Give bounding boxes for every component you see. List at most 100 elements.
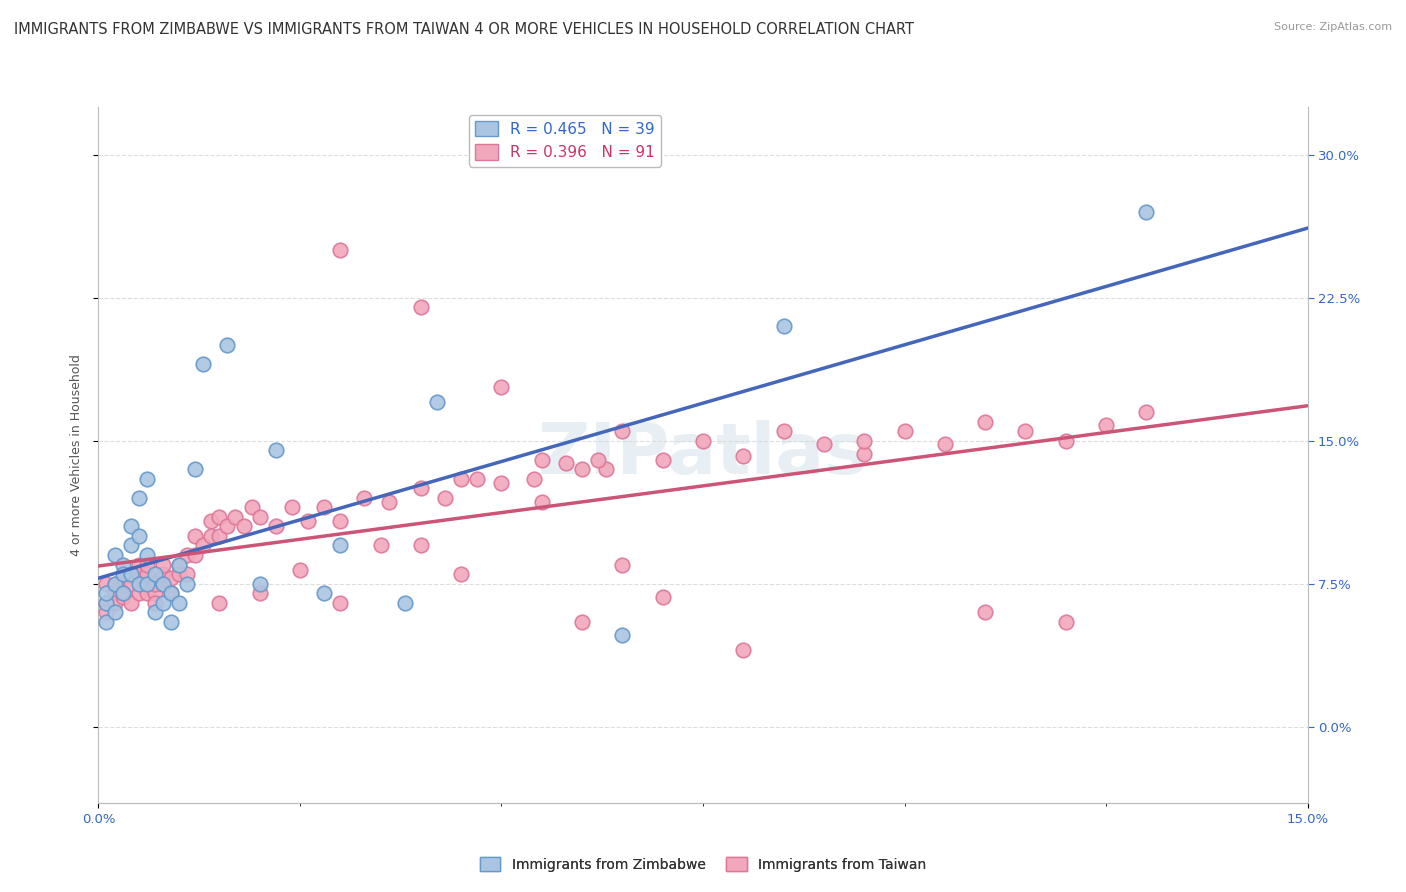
Point [143,605,166,619]
Point [612,628,634,642]
Point [176,576,198,591]
Text: Source: ZipAtlas.com: Source: ZipAtlas.com [1274,22,1392,32]
Point [167,558,190,572]
Point [530,494,553,508]
Point [893,424,915,438]
Point [853,434,876,448]
Point [128,586,150,600]
Point [152,558,174,572]
Point [160,586,183,600]
Point [135,567,157,582]
Point [135,558,157,572]
Point [208,596,231,610]
Point [329,596,352,610]
Point [143,586,166,600]
Point [733,449,755,463]
Point [184,548,207,562]
Point [733,643,755,657]
Point [111,571,134,585]
Point [120,567,142,582]
Point [143,596,166,610]
Point [571,615,593,629]
Point [224,509,246,524]
Point [111,590,134,604]
Point [692,434,714,448]
Point [1054,434,1077,448]
Point [96,596,118,610]
Point [96,605,118,619]
Point [200,529,222,543]
Point [111,586,134,600]
Point [193,357,215,371]
Point [128,567,150,582]
Point [571,462,593,476]
Point [329,539,352,553]
Point [160,571,183,585]
Point [612,558,634,572]
Point [370,539,392,553]
Point [813,437,835,451]
Point [135,472,157,486]
Legend: Immigrants from Zimbabwe, Immigrants from Taiwan: Immigrants from Zimbabwe, Immigrants fro… [474,852,932,878]
Point [523,472,546,486]
Point [120,576,142,591]
Point [128,576,150,591]
Point [491,380,513,394]
Point [409,300,432,314]
Point [160,586,183,600]
Point [232,519,254,533]
Point [200,514,222,528]
Point [152,576,174,591]
Point [491,475,513,490]
Text: IMMIGRANTS FROM ZIMBABWE VS IMMIGRANTS FROM TAIWAN 4 OR MORE VEHICLES IN HOUSEHO: IMMIGRANTS FROM ZIMBABWE VS IMMIGRANTS F… [14,22,914,37]
Point [135,586,157,600]
Point [651,590,673,604]
Point [103,586,125,600]
Point [96,596,118,610]
Point [135,576,157,591]
Point [595,462,617,476]
Point [217,519,239,533]
Point [1054,615,1077,629]
Point [772,424,794,438]
Point [434,491,457,505]
Point [314,586,336,600]
Point [160,615,183,629]
Point [111,586,134,600]
Point [103,576,125,591]
Point [176,548,198,562]
Text: ZIPatlas: ZIPatlas [538,420,868,490]
Point [152,567,174,582]
Point [240,500,263,515]
Point [555,457,578,471]
Point [96,615,118,629]
Point [530,452,553,467]
Point [394,596,416,610]
Point [128,558,150,572]
Point [853,447,876,461]
Point [612,424,634,438]
Point [934,437,956,451]
Point [264,519,287,533]
Point [184,462,207,476]
Point [193,539,215,553]
Point [217,338,239,352]
Point [297,514,319,528]
Point [772,319,794,334]
Point [264,443,287,458]
Point [314,500,336,515]
Point [377,494,399,508]
Point [120,596,142,610]
Point [111,558,134,572]
Point [208,529,231,543]
Point [128,491,150,505]
Point [103,548,125,562]
Point [103,605,125,619]
Point [450,472,472,486]
Point [974,415,997,429]
Point [249,586,271,600]
Point [249,576,271,591]
Point [96,576,118,591]
Point [974,605,997,619]
Point [586,452,609,467]
